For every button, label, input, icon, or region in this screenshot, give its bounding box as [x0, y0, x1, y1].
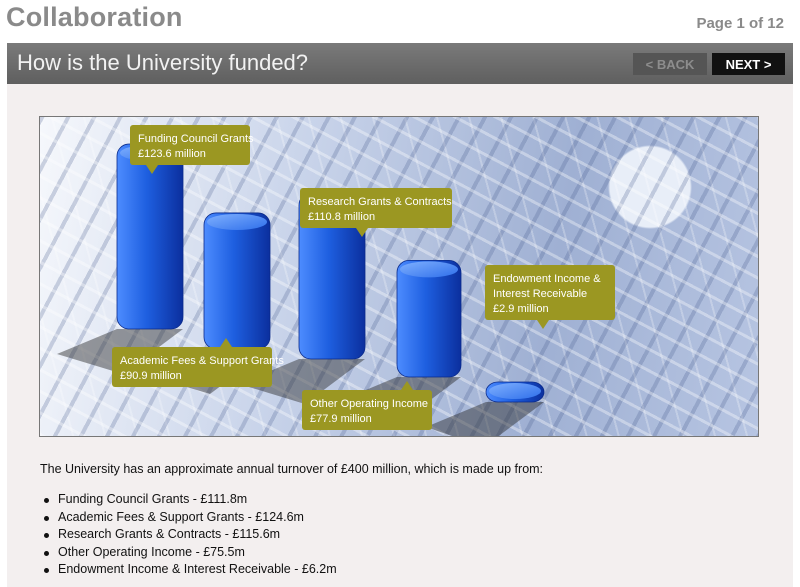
- bar-label-text: £110.8 million: [308, 211, 375, 223]
- page-title: How is the University funded?: [17, 50, 309, 75]
- funding-bar: [396, 260, 462, 378]
- funding-bar: [116, 143, 184, 330]
- bar-label-text: Academic Fees & Support Grants: [120, 355, 284, 367]
- list-item: Funding Council Grants - £111.8m: [40, 491, 337, 509]
- bar-label: Academic Fees & Support Grants £90.9 mill…: [112, 338, 284, 387]
- list-item: Academic Fees & Support Grants - £124.6m: [40, 509, 337, 527]
- page-counter: Page 1 of 12: [696, 15, 784, 32]
- list-item: Research Grants & Contracts - £115.6m: [40, 526, 337, 544]
- bar-top: [400, 261, 458, 278]
- header-bar: How is the University funded? < BACK NEX…: [7, 43, 793, 84]
- bar-label-text: £2.9 million: [493, 303, 549, 315]
- bar-label-text: £77.9 million: [310, 413, 372, 425]
- bar-top: [489, 383, 541, 399]
- list-item: Other Operating Income - £75.5m: [40, 544, 337, 562]
- bar-label-text: £90.9 million: [120, 370, 182, 382]
- back-button[interactable]: < BACK: [633, 53, 707, 75]
- content-area: Funding Council Grants £123.6 million Acad…: [7, 84, 793, 587]
- bar-shadow: [239, 359, 365, 404]
- list-item: Endowment Income & Interest Receivable -…: [40, 561, 337, 579]
- bar-label: Research Grants & Contracts £110.8 millio…: [300, 188, 452, 237]
- bar-label-text: Funding Council Grants: [138, 133, 254, 145]
- bar-label-text: Endowment Income &: [493, 273, 601, 285]
- funding-chart: Funding Council Grants £123.6 million Acad…: [39, 116, 759, 437]
- bar-label-text: £123.6 million: [138, 148, 206, 160]
- bar-top: [207, 213, 267, 230]
- funding-list: Funding Council Grants - £111.8m Academi…: [40, 491, 337, 579]
- funding-chart-svg: Funding Council Grants £123.6 million Acad…: [57, 125, 615, 436]
- bar-label: Endowment Income & Interest Receivable £2.…: [485, 265, 615, 329]
- bar-shadow: [426, 402, 544, 436]
- bar-label-text: Interest Receivable: [493, 288, 587, 300]
- bar-label-text: Other Operating Income: [310, 398, 428, 410]
- bar-label-text: Research Grants & Contracts: [308, 196, 452, 208]
- intro-text: The University has an approximate annual…: [40, 462, 544, 476]
- bar-label: Funding Council Grants £123.6 million: [130, 125, 254, 174]
- next-button[interactable]: NEXT >: [712, 53, 785, 75]
- funding-bar: [203, 212, 271, 350]
- bar-label: Other Operating Income £77.9 million: [302, 381, 432, 430]
- app-title: Collaboration: [6, 2, 183, 32]
